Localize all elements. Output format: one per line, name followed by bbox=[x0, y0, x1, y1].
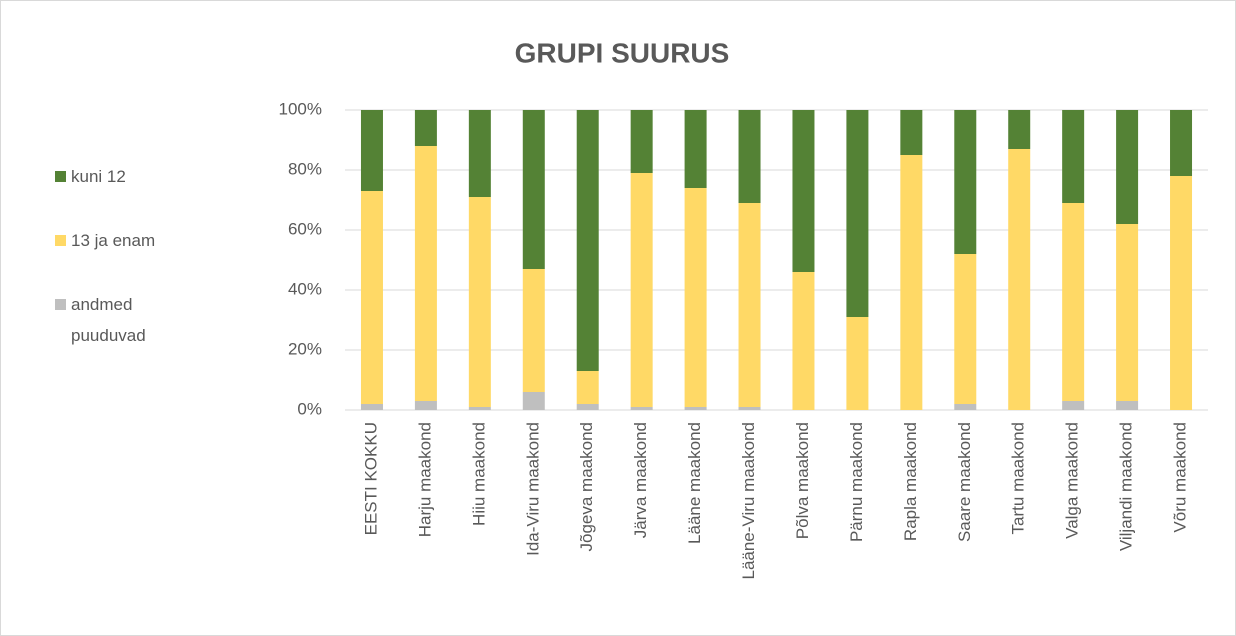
y-tick-label: 60% bbox=[288, 219, 322, 238]
bar-segment bbox=[1116, 224, 1139, 401]
bar-segment bbox=[468, 110, 491, 197]
bar-segment bbox=[1062, 110, 1085, 203]
bar-segment bbox=[414, 110, 437, 146]
bar-segment bbox=[1116, 110, 1139, 224]
bar-segment bbox=[846, 317, 869, 410]
x-tick-label: Lääne maakond bbox=[685, 422, 704, 544]
legend-swatch bbox=[55, 299, 66, 310]
bar-segment bbox=[360, 191, 383, 404]
legend-item: 13 ja enam bbox=[55, 225, 176, 256]
bar-segment bbox=[414, 146, 437, 401]
legend-label: andmed puuduvad bbox=[71, 295, 146, 345]
bar-segment bbox=[630, 110, 653, 173]
bar-segment bbox=[954, 404, 977, 410]
bar-segment bbox=[684, 407, 707, 410]
x-tick-label: EESTI KOKKU bbox=[361, 422, 380, 535]
x-tick-label: Järva maakond bbox=[631, 422, 650, 538]
bar-segment bbox=[1008, 110, 1031, 149]
legend-item: kuni 12 bbox=[55, 161, 176, 192]
x-tick-label: Pärnu maakond bbox=[847, 422, 866, 542]
legend-swatch bbox=[55, 235, 66, 246]
x-tick-label: Võru maakond bbox=[1171, 422, 1190, 533]
bar-segment bbox=[1062, 203, 1085, 401]
y-tick-label: 100% bbox=[279, 99, 322, 118]
bar-segment bbox=[360, 404, 383, 410]
bar-segment bbox=[684, 110, 707, 188]
bar-segment bbox=[630, 407, 653, 410]
x-tick-label: Hiiu maakond bbox=[469, 422, 488, 526]
x-tick-label: Põlva maakond bbox=[793, 422, 812, 539]
legend-item: andmed puuduvad bbox=[55, 289, 176, 351]
bar-segment bbox=[1062, 401, 1085, 410]
bar-segment bbox=[738, 407, 761, 410]
bar-segment bbox=[1116, 401, 1139, 410]
bar-segment bbox=[468, 407, 491, 410]
x-tick-label: Viljandi maakond bbox=[1117, 422, 1136, 551]
bar-segment bbox=[738, 203, 761, 407]
bar-segment bbox=[522, 392, 545, 410]
bar-segment bbox=[576, 404, 599, 410]
bar-segment bbox=[630, 173, 653, 407]
bar-segment bbox=[900, 155, 923, 410]
x-tick-label: Rapla maakond bbox=[901, 422, 920, 541]
bar-segment bbox=[684, 188, 707, 407]
bar-segment bbox=[954, 110, 977, 254]
x-tick-label: Tartu maakond bbox=[1009, 422, 1028, 534]
bar-segment bbox=[576, 371, 599, 404]
bar-segment bbox=[522, 110, 545, 269]
legend-swatch bbox=[55, 171, 66, 182]
x-tick-label: Saare maakond bbox=[955, 422, 974, 542]
legend-label: 13 ja enam bbox=[71, 231, 156, 250]
bar-segment bbox=[1008, 149, 1031, 410]
y-tick-label: 80% bbox=[288, 159, 322, 178]
y-tick-label: 40% bbox=[288, 279, 322, 298]
x-tick-label: Lääne-Viru maakond bbox=[739, 422, 758, 580]
bar-segment bbox=[900, 110, 923, 155]
bar-segment bbox=[846, 110, 869, 317]
y-tick-label: 20% bbox=[288, 339, 322, 358]
bar-segment bbox=[792, 272, 815, 410]
bar-segment bbox=[468, 197, 491, 407]
bar-segment bbox=[414, 401, 437, 410]
x-tick-label: Harju maakond bbox=[415, 422, 434, 537]
chart-title: GRUPI SUURUS bbox=[515, 37, 730, 68]
x-tick-label: Jõgeva maakond bbox=[577, 422, 596, 551]
legend-label: kuni 12 bbox=[71, 167, 126, 186]
x-tick-label: Valga maakond bbox=[1063, 422, 1082, 539]
bar-segment bbox=[738, 110, 761, 203]
bar-segment bbox=[954, 254, 977, 404]
bar-segment bbox=[1170, 176, 1193, 410]
bar-segment bbox=[360, 110, 383, 191]
y-tick-label: 0% bbox=[297, 399, 322, 418]
bar-segment bbox=[522, 269, 545, 392]
bar-segment bbox=[792, 110, 815, 272]
bar-segment bbox=[1170, 110, 1193, 176]
bar-segment bbox=[576, 110, 599, 371]
x-tick-label: Ida-Viru maakond bbox=[523, 422, 542, 556]
